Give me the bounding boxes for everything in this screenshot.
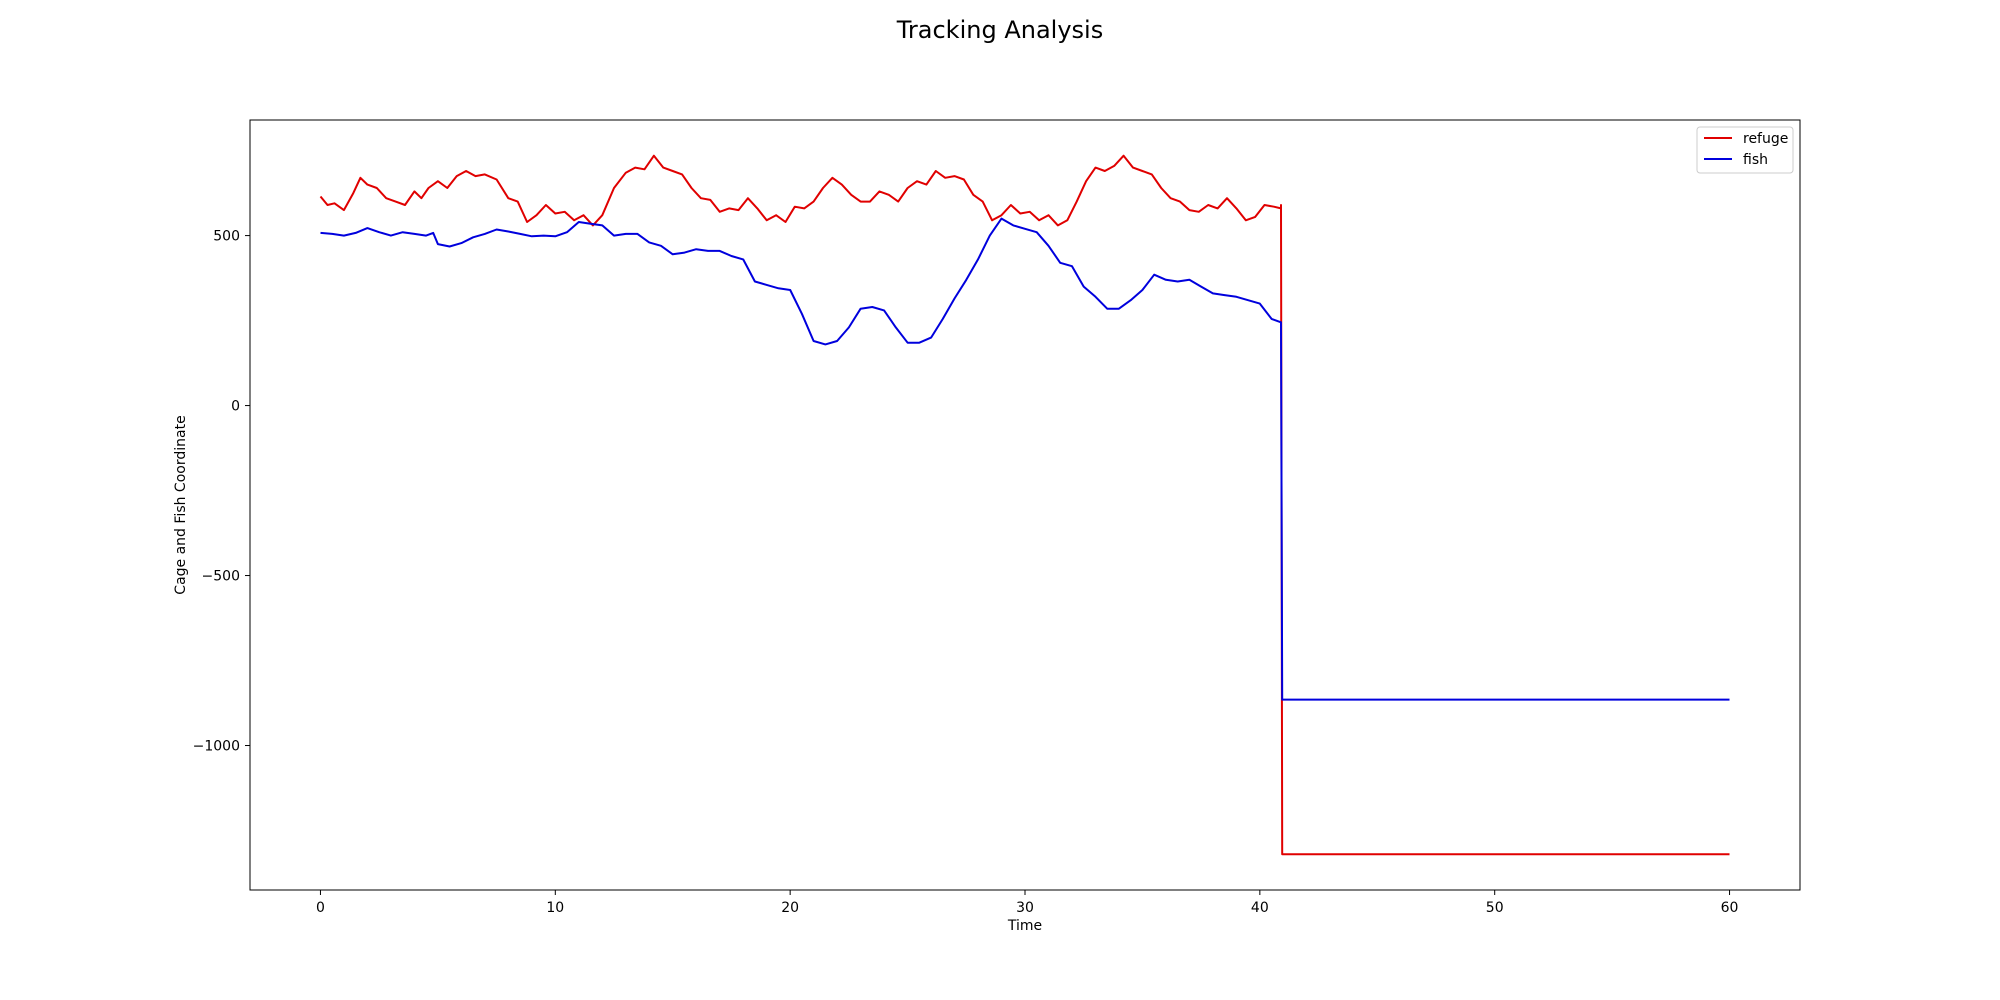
y-axis-label: Cage and Fish Coordinate	[173, 415, 189, 594]
x-axis-ticks: 0 10 20 30 40 50 60	[316, 890, 1738, 916]
legend-label-refuge: refuge	[1743, 131, 1788, 147]
series-line-refuge	[319, 154, 1730, 856]
legend-label-fish: fish	[1743, 152, 1768, 168]
x-tick-label: 10	[546, 900, 564, 916]
x-axis-label: Time	[1007, 918, 1042, 934]
chart-title: Tracking Analysis	[896, 16, 1103, 44]
series-line-fish	[320, 217, 1730, 701]
x-tick-label: 50	[1486, 900, 1504, 916]
y-tick-label: −1000	[193, 739, 240, 755]
legend: refuge fish	[1696, 126, 1794, 174]
x-tick-label: 0	[316, 900, 325, 916]
series-layer	[319, 154, 1730, 856]
x-tick-label: 20	[781, 900, 799, 916]
y-tick-label: −500	[202, 569, 240, 585]
x-tick-label: 30	[1016, 900, 1034, 916]
y-tick-label: 500	[213, 229, 240, 245]
x-tick-label: 60	[1721, 900, 1739, 916]
x-tick-label: 40	[1251, 900, 1269, 916]
y-axis-ticks: −1000 −500 0 500	[193, 229, 250, 755]
y-tick-label: 0	[231, 399, 240, 415]
